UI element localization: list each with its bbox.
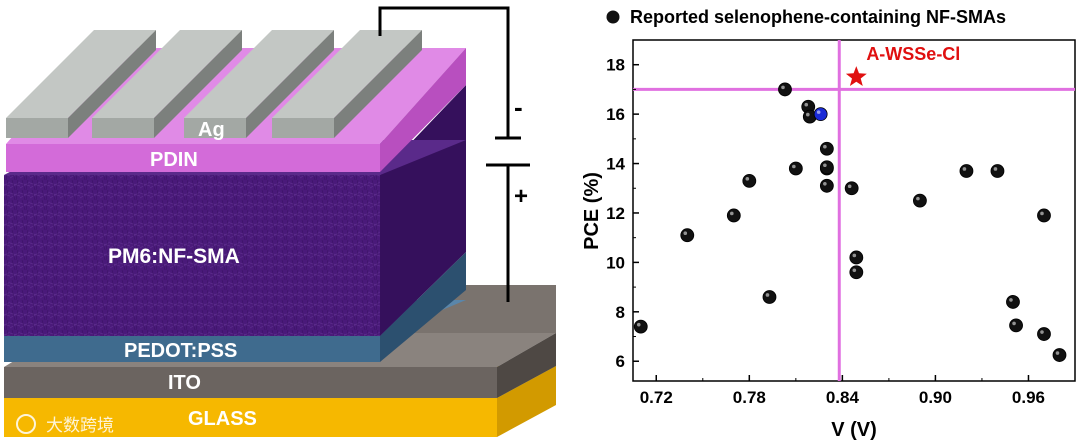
ag-label: Ag [198,119,225,141]
legend-label: Reported selenophene-containing NF-SMAs [630,7,1006,27]
y-tick-label: 6 [616,352,625,371]
data-point-shine [823,144,827,149]
data-point-shine [1012,321,1016,326]
pdin-label: PDIN [150,149,198,171]
ag-strip-4 [272,30,422,138]
data-point [849,265,864,280]
watermark: 大数跨境 [16,414,114,435]
data-point-shine [806,112,810,117]
glass-label: GLASS [188,408,257,430]
data-point-shine [962,167,967,171]
data-point-shine [683,231,688,236]
data-point [1037,327,1051,341]
ag-strip-1 [6,30,156,138]
data-point-shine [993,167,998,171]
data-point [1006,295,1020,309]
y-tick-label: 12 [606,204,625,223]
pedot-label: PEDOT:PSS [124,340,237,362]
data-point-shine [765,293,770,297]
battery-minus: - [514,92,523,122]
circuit [378,6,530,302]
data-point-shine [781,85,785,90]
data-point [819,178,834,193]
data-point-shine [852,253,857,258]
data-point-shine [852,268,857,273]
plot-area [632,39,1076,382]
data-point-shine [804,102,809,107]
battery-plus: + [514,183,528,210]
watermark-logo-icon [16,414,36,434]
highlight-label: A-WSSe-Cl [866,44,960,64]
data-point-shine [816,110,821,114]
x-tick-label: 0.72 [640,388,673,407]
data-point [778,82,792,97]
data-point [990,164,1005,178]
data-point-shine [745,177,750,181]
data-point-shine [1055,351,1060,355]
ag-strip-2 [92,30,242,138]
y-axis-label: PCE (%) [581,172,603,250]
data-point-shine [916,196,920,201]
data-point [788,161,803,176]
x-axis: 0.72 0.78 0.84 0.90 0.96 [640,375,1045,407]
legend: Reported selenophene-containing NF-SMAs [606,7,1006,27]
device-schematic: GLASS ITO PEDOT:PSS PM6:NF-SMA [4,6,556,437]
data-point-shine [823,163,827,168]
data-point [742,173,757,188]
data-point-shine [1040,211,1044,216]
y-tick-label: 18 [606,56,625,75]
data-point [849,250,864,265]
data-point [1009,318,1023,333]
legend-marker [606,10,620,24]
y-tick-label: 16 [606,105,625,124]
highlight-star-icon [845,66,867,86]
ag-strip-3 [184,30,334,138]
data-point-shine [823,181,827,186]
scatter-chart: Reported selenophene-containing NF-SMAs … [581,7,1076,441]
active-label: PM6:NF-SMA [108,245,240,268]
data-point-shine [847,184,852,189]
x-axis-label: V (V) [831,419,877,441]
data-point [959,164,974,178]
data-point [1052,348,1067,362]
x-tick-label: 0.84 [826,388,860,407]
x-tick-label: 0.78 [733,388,766,407]
ito-label: ITO [168,372,201,394]
data-point-shine [636,322,641,327]
y-tick-label: 10 [606,253,625,272]
data-point [633,319,648,334]
data-point [819,160,834,175]
data-point [680,228,695,243]
data-points [633,82,1067,362]
ag-electrodes: Ag [6,30,422,141]
y-axis: 6 8 10 12 14 16 18 [606,39,639,371]
x-tick-label: 0.90 [919,388,952,407]
data-point-shine [730,211,734,216]
y-tick-label: 8 [616,303,625,322]
data-point [819,141,834,156]
highlight-group: A-WSSe-Cl [845,44,960,86]
data-point [762,290,777,304]
watermark-text: 大数跨境 [46,416,114,435]
reference-lines [633,40,1075,381]
data-point [913,193,927,208]
data-point [844,181,859,196]
data-point [726,208,741,223]
y-tick-label: 14 [606,155,625,174]
data-point-shine [792,164,796,169]
data-point-highlight-blue [813,107,828,122]
data-point-shine [1009,298,1013,302]
x-tick-label: 0.96 [1012,388,1045,407]
data-point-shine [1040,330,1044,334]
data-point [1037,208,1051,223]
